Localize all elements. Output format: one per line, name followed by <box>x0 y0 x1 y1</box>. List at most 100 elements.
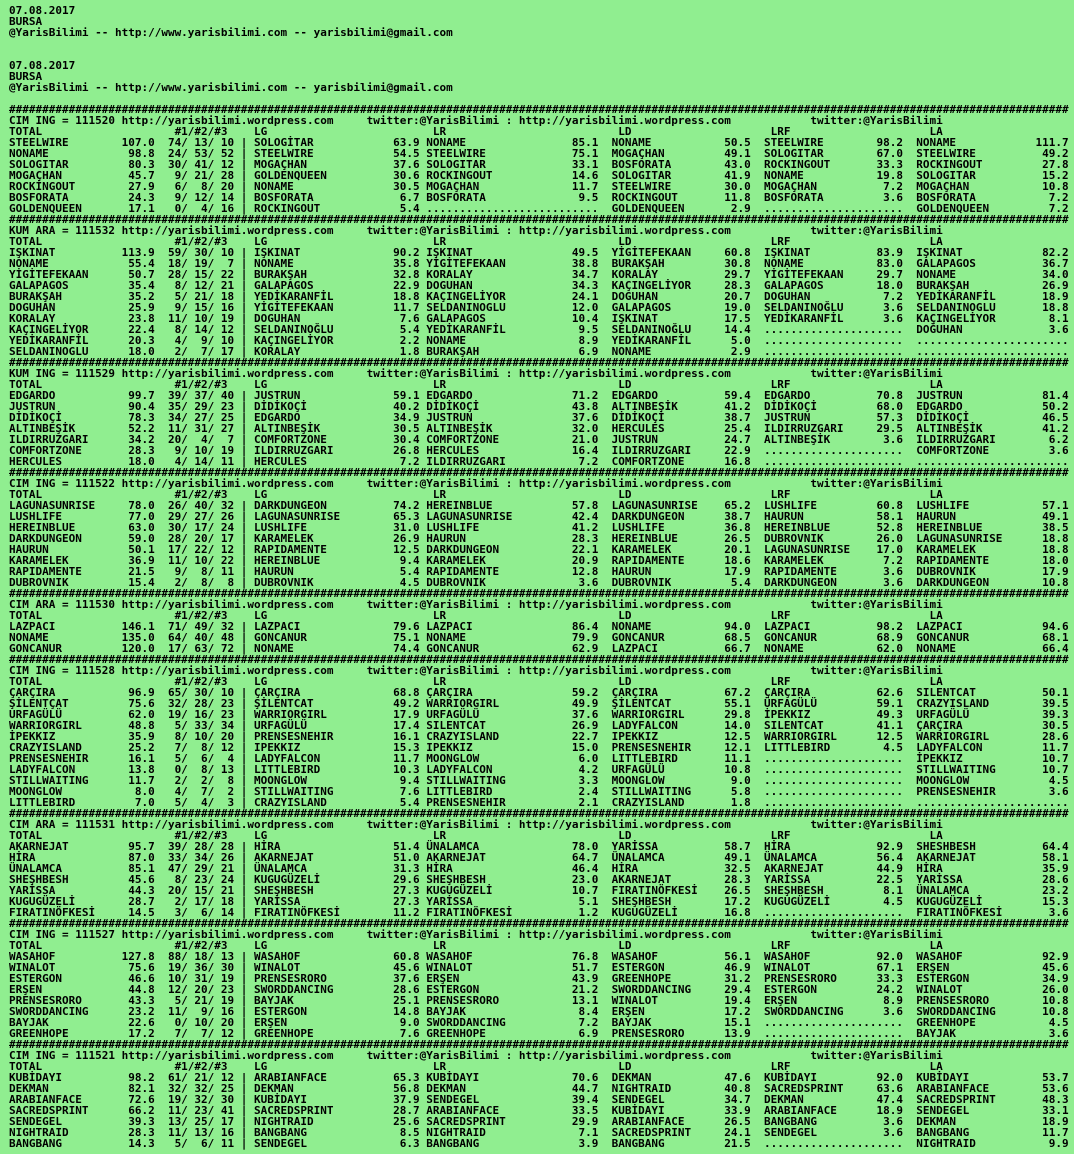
column-header-row: TOTAL #1/#2/#3 LG LR LD LRF LA <box>9 125 943 138</box>
table-row: WARRIORGIRL 48.8 5/ 33/ 34 | URFAGÜLÜ 17… <box>9 719 1069 732</box>
column-header-row: TOTAL #1/#2/#3 LG LR LD LRF LA <box>9 235 943 248</box>
table-row: PRENSESNEHIR 16.1 5/ 6/ 4 | LADYFALCON 1… <box>9 752 1069 765</box>
table-row: LAGUNASUNRISE 78.0 26/ 40/ 32 | DARKDUNG… <box>9 499 1069 512</box>
table-row: RAPIDAMENTE 21.5 9/ 8/ 11 | HAURUN 5.4 R… <box>9 565 1069 578</box>
table-row: GALAPAGOS 35.4 8/ 12/ 21 | GALAPAGOS 22.… <box>9 279 1069 292</box>
table-row: AKARNEJAT 95.7 39/ 28/ 28 | HİRA 51.4 ÜN… <box>9 840 1069 853</box>
header-block: 07.08.2017 BURSA @YarisBilimi -- http://… <box>9 60 1074 93</box>
column-header-row: TOTAL #1/#2/#3 LG LR LD LRF LA <box>9 1060 943 1073</box>
column-header-row: TOTAL #1/#2/#3 LG LR LD LRF LA <box>9 609 943 622</box>
blank-line <box>9 38 1074 49</box>
table-row: SWORDDANCING 23.2 11/ 9/ 16 | ESTERGON 1… <box>9 1005 1069 1018</box>
table-row: LUSHLIFE 77.0 29/ 27/ 26 | LAGUNASUNRISE… <box>9 510 1069 523</box>
table-row: ARABIANFACE 72.6 19/ 32/ 30 | KUBİDAYI 3… <box>9 1093 1069 1106</box>
section-separator: ########################################… <box>9 1038 1069 1051</box>
section-title: CIM ARA = 111530 http://yarisbilimi.word… <box>9 598 943 611</box>
table-row: URFAGÜLÜ 62.0 19/ 16/ 23 | WARRIORGIRL 1… <box>9 708 1069 721</box>
table-row: SOLOGITAR 80.3 30/ 41/ 12 | MOGAÇHAN 37.… <box>9 158 1069 171</box>
report-date: 07.08.2017 <box>9 59 76 72</box>
report-section: ########################################… <box>9 104 1074 214</box>
table-row: DEKMAN 82.1 32/ 32/ 25 | DEKMAN 56.8 DEK… <box>9 1082 1069 1095</box>
report-date: 07.08.2017 <box>9 4 76 17</box>
column-header-row: TOTAL #1/#2/#3 LG LR LD LRF LA <box>9 829 943 842</box>
table-row: STILLWAITING 11.7 2/ 2/ 8 | MOONGLOW 9.4… <box>9 774 1069 787</box>
report-section: ########################################… <box>9 214 1074 357</box>
table-row: HAURUN 50.1 17/ 22/ 12 | RAPIDAMENTE 12.… <box>9 543 1069 556</box>
section-separator: ########################################… <box>9 807 1069 820</box>
report-contact: @YarisBilimi -- http://www.yarisbilimi.c… <box>9 26 453 39</box>
table-row: NONAME 98.8 24/ 53/ 52 | STEELWIRE 54.5 … <box>9 147 1069 160</box>
section-separator: ########################################… <box>9 213 1069 226</box>
section-title: CIM ING = 111528 http://yarisbilimi.word… <box>9 664 943 677</box>
table-row: ALTINBEŞİK 52.2 11/ 31/ 27 | ALTINBEŞİK … <box>9 422 1069 435</box>
table-row: HİRA 87.0 33/ 34/ 26 | AKARNEJAT 51.0 AK… <box>9 851 1069 864</box>
table-row: ERŞEN 44.8 12/ 20/ 23 | SWORDDANCING 28.… <box>9 983 1069 996</box>
column-header-row: TOTAL #1/#2/#3 LG LR LD LRF LA <box>9 488 943 501</box>
table-row: ÜNALAMCA 85.1 47/ 29/ 21 | ÜNALAMCA 31.3… <box>9 862 1069 875</box>
table-row: EDGARDO 99.7 39/ 37/ 40 | JUSTRUN 59.1 E… <box>9 389 1069 402</box>
table-row: SACREDSPRINT 66.2 11/ 23/ 41 | SACREDSPR… <box>9 1104 1069 1117</box>
table-row: KORALAY 23.8 11/ 10/ 19 | DOGUHAN 7.6 GA… <box>9 312 1069 325</box>
report-section: ########################################… <box>9 1039 1074 1149</box>
section-separator: ########################################… <box>9 653 1069 666</box>
section-title: CIM ARA = 111531 http://yarisbilimi.word… <box>9 818 943 831</box>
table-row: GOLDENQUEEN 17.1 0/ 4/ 16 | ROCKINGOUT 5… <box>9 202 1069 215</box>
table-row: MOONGLOW 8.0 4/ 7/ 2 | STILLWAITING 7.6 … <box>9 785 1069 798</box>
table-row: HEREINBLUE 63.0 30/ 17/ 24 | LUSHLIFE 31… <box>9 521 1069 534</box>
table-row: YİGİTEFEKAAN 50.7 28/ 15/ 22 | BURAKŞAH … <box>9 268 1069 281</box>
table-row: GREENHOPE 17.2 7/ 7/ 12 | GREENHOPE 7.6 … <box>9 1027 1069 1040</box>
table-row: YARİSSA 44.3 20/ 15/ 21 | SHEŞHBESH 27.3… <box>9 884 1069 897</box>
table-row: DUBROVNIK 15.4 2/ 8/ 8 | DUBROVNIK 4.5 D… <box>9 576 1069 589</box>
table-row: MOGAÇHAN 45.7 9/ 21/ 28 | GOLDENQUEEN 30… <box>9 169 1069 182</box>
table-row: İPEKKIZ 35.9 8/ 10/ 20 | PRENSESNEHIR 16… <box>9 730 1069 743</box>
section-title: KUM ING = 111529 http://yarisbilimi.word… <box>9 367 943 380</box>
section-separator: ########################################… <box>9 466 1069 479</box>
table-row: KUGUGÜZELİ 28.7 2/ 17/ 18 | YARİSSA 27.3… <box>9 895 1069 908</box>
section-title: CIM ING = 111527 http://yarisbilimi.word… <box>9 928 943 941</box>
sections-container: ########################################… <box>9 104 1074 1149</box>
table-row: LITTLEBIRD 7.0 5/ 4/ 3 | CRAZYISLAND 5.4… <box>9 796 1069 809</box>
table-row: WASAHOF 127.8 88/ 18/ 13 | WASAHOF 60.8 … <box>9 950 1069 963</box>
table-row: HERCULES 18.0 4/ 14/ 11 | HERCULES 7.2 I… <box>9 455 1069 468</box>
table-row: JUSTRUN 90.4 35/ 29/ 23 | DİDİKOÇİ 40.2 … <box>9 400 1069 413</box>
column-header-row: TOTAL #1/#2/#3 LG LR LD LRF LA <box>9 675 943 688</box>
table-row: SELDANINOGLU 18.0 2/ 7/ 17 | KORALAY 1.8… <box>9 345 1069 358</box>
table-row: BAYJAK 22.6 0/ 10/ 20 | ERŞEN 9.0 SWORDD… <box>9 1016 1069 1029</box>
window-edge <box>0 1154 1074 1161</box>
table-row: DİDİKOÇİ 78.3 34/ 27/ 25 | EDGARDO 34.9 … <box>9 411 1069 424</box>
table-row: COMFORTZONE 28.3 9/ 10/ 19 | ILDIRRUZGAR… <box>9 444 1069 457</box>
table-row: PRENSESRORO 43.3 5/ 21/ 19 | BAYJAK 25.1… <box>9 994 1069 1007</box>
table-row: ILDIRRUZGARI 34.2 20/ 4/ 7 | COMFORTZONE… <box>9 433 1069 446</box>
table-row: IŞKINAT 113.9 59/ 30/ 10 | IŞKINAT 90.2 … <box>9 246 1069 259</box>
table-row: ŞİLENTÇAT 75.6 32/ 28/ 23 | ŞİLENTCAT 49… <box>9 697 1069 710</box>
section-title: CIM ING = 111521 http://yarisbilimi.word… <box>9 1049 943 1062</box>
terminal-output: 07.08.2017 BURSA @YarisBilimi -- http://… <box>9 5 1074 1149</box>
table-row: BANGBANG 14.3 5/ 6/ 11 | SENDEGEL 6.3 BA… <box>9 1137 1069 1150</box>
report-location: BURSA <box>9 70 43 83</box>
section-title: KUM ARA = 111532 http://yarisbilimi.word… <box>9 224 943 237</box>
table-row: SHEŞHBESH 45.6 8/ 23/ 24 | KUGUGÜZELİ 29… <box>9 873 1069 886</box>
report-location: BURSA <box>9 15 43 28</box>
table-row: YEDİKARANFİL 20.3 4/ 9/ 10 | KAÇINGELİYO… <box>9 334 1069 347</box>
table-row: BOSFORATA 24.3 9/ 12/ 14 | BOSFORATA 6.7… <box>9 191 1069 204</box>
section-separator: ########################################… <box>9 103 1069 116</box>
table-row: ÇARÇIRA 96.9 65/ 30/ 10 | ÇARÇIRA 68.8 Ç… <box>9 686 1069 699</box>
table-row: FIRATINÖFKESİ 14.5 3/ 6/ 14 | FIRATINÖFK… <box>9 906 1069 919</box>
table-row: ROCKİNGOUT 27.9 6/ 8/ 20 | NONAME 30.5 M… <box>9 180 1069 193</box>
column-header-row: TOTAL #1/#2/#3 LG LR LD LRF LA <box>9 378 943 391</box>
table-row: ESTERGON 46.6 10/ 31/ 19 | PRENSESRORO 3… <box>9 972 1069 985</box>
section-title: CIM ING = 111520 http://yarisbilimi.word… <box>9 114 943 127</box>
table-row: SENDEGEL 39.3 13/ 25/ 17 | NIGHTRAID 25.… <box>9 1115 1069 1128</box>
report-section: ########################################… <box>9 357 1074 467</box>
table-row: KUBİDAYI 98.2 61/ 21/ 12 | ARABIANFACE 6… <box>9 1071 1069 1084</box>
report-section: ########################################… <box>9 654 1074 808</box>
section-separator: ########################################… <box>9 587 1069 600</box>
table-row: STEELWIRE 107.0 74/ 13/ 10 | SOLOGİTAR 6… <box>9 136 1069 149</box>
table-row: DOGUHAN 25.9 9/ 15/ 16 | YİGİTEFEKAAN 11… <box>9 301 1069 314</box>
section-separator: ########################################… <box>9 917 1069 930</box>
table-row: GONCANUR 120.0 17/ 63/ 72 | NONAME 74.4 … <box>9 642 1069 655</box>
table-row: LAZPACI 146.1 71/ 49/ 32 | LAZPACI 79.6 … <box>9 620 1069 633</box>
table-row: BURAKŞAH 35.2 5/ 21/ 18 | YEDİKARANFİL 1… <box>9 290 1069 303</box>
blank-line <box>9 49 1074 60</box>
table-row: NONAME 135.0 64/ 40/ 48 | GONCANUR 75.1 … <box>9 631 1069 644</box>
